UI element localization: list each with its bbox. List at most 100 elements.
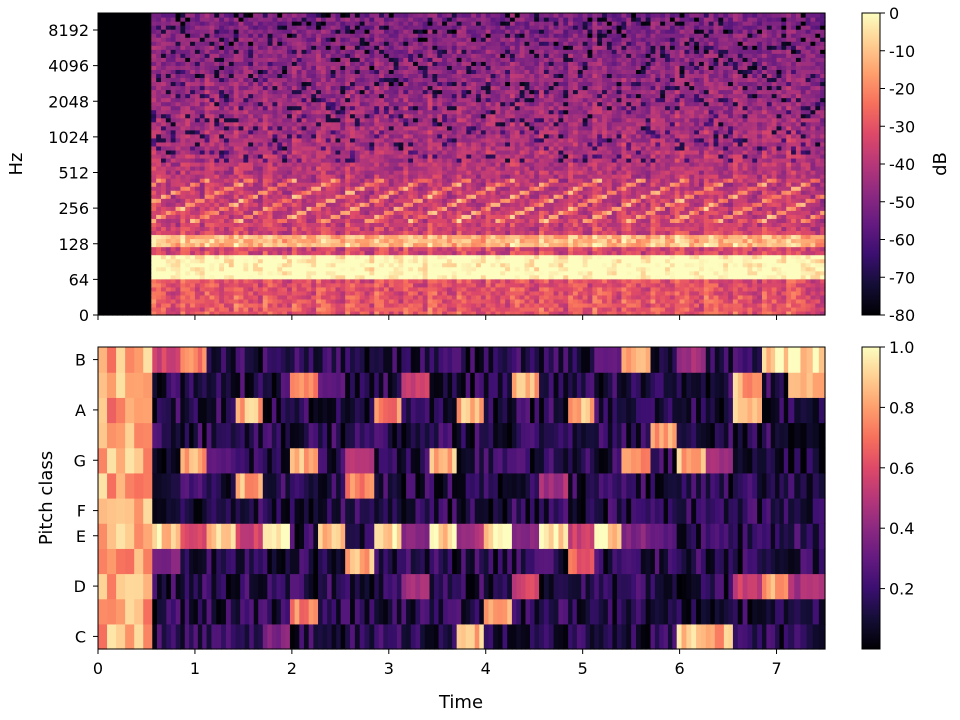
spectrogram-cell — [330, 137, 337, 143]
spectrogram-cell — [345, 178, 351, 183]
spectrogram-cell — [204, 129, 211, 135]
spectrogram-cell — [306, 186, 312, 191]
spectrogram-cell — [131, 166, 138, 171]
spectrogram-cell — [243, 242, 249, 248]
spectrogram-cell — [180, 278, 186, 284]
spectrogram-cell — [112, 125, 118, 131]
spectrogram-cell — [194, 69, 201, 74]
spectrogram-cell — [335, 149, 341, 155]
spectrogram-cell — [340, 298, 346, 304]
spectrogram-cell — [335, 41, 341, 46]
spectrogram-cell — [175, 202, 181, 207]
spectrogram-cell — [330, 109, 337, 115]
spectrogram-cell — [209, 141, 215, 147]
spectrogram-cell — [238, 258, 244, 264]
spectrogram-cell — [296, 25, 303, 30]
spectrogram-cell — [146, 246, 152, 252]
spectrogram-cell — [248, 69, 254, 74]
spectrogram-cell — [228, 89, 235, 95]
spectrogram-cell — [131, 222, 138, 228]
spectrogram-cell — [413, 178, 419, 183]
spectrogram-cell — [131, 121, 138, 127]
spectrogram-cell — [287, 210, 293, 215]
spectrogram-cell — [224, 149, 230, 155]
spectrogram-cell — [262, 262, 269, 268]
spectrogram-cell — [374, 166, 380, 171]
spectrogram-cell — [175, 37, 181, 42]
spectrogram-cell — [345, 234, 351, 240]
spectrogram-cell — [151, 206, 157, 211]
spectrogram-cell — [141, 97, 148, 103]
spectrogram-cell — [156, 141, 162, 147]
spectrogram-cell — [311, 170, 317, 175]
spectrogram-cell — [330, 21, 337, 26]
spectrogram-cell — [127, 161, 133, 167]
spectrogram-cell — [301, 129, 308, 135]
spectrogram-cell — [102, 17, 109, 22]
spectrogram-cell — [151, 218, 157, 223]
spectrogram-cell — [320, 250, 327, 256]
spectrogram-cell — [316, 282, 322, 288]
spectrogram-cell — [219, 170, 225, 175]
spectrogram-cell — [374, 121, 380, 127]
spectrogram-cell — [141, 174, 148, 179]
spectrogram-cell — [272, 214, 278, 219]
spectrogram-cell — [190, 37, 196, 42]
spectrogram-cell — [398, 113, 404, 119]
spectrogram-cell — [287, 246, 293, 252]
spectrogram-cell — [204, 89, 211, 95]
spectrogram-cell — [185, 170, 191, 175]
spectrogram-cell — [107, 109, 114, 115]
spectrogram-cell — [238, 145, 244, 151]
spectrogram-cell — [107, 141, 114, 147]
spectrogram-cell — [257, 166, 264, 171]
spectrogram-cell — [379, 246, 385, 252]
spectrogram-cell — [165, 238, 172, 244]
spectrogram-cell — [238, 21, 244, 26]
spectrogram-cell — [306, 81, 312, 87]
spectrogram-cell — [282, 33, 288, 38]
spectrogram-cell — [364, 53, 371, 58]
spectrogram-cell — [335, 137, 341, 143]
spectrogram-cell — [272, 238, 278, 244]
spectrogram-cell — [296, 117, 303, 123]
spectrogram-cell — [335, 21, 341, 26]
spectrogram-cell — [257, 210, 264, 215]
spectrogram-cell — [364, 93, 371, 99]
spectrogram-cell — [98, 17, 104, 22]
spectrogram-cell — [185, 182, 191, 187]
spectrogram-cell — [170, 17, 177, 22]
spectrogram-cell — [408, 33, 414, 38]
spectrogram-cell — [287, 157, 293, 163]
spectrogram-cell — [408, 133, 414, 139]
spectrogram-cell — [146, 302, 152, 308]
spectrogram-cell — [359, 17, 366, 22]
spectrogram-cell — [311, 157, 317, 163]
spectrogram-cell — [364, 45, 371, 50]
spectrogram-cell — [374, 238, 380, 244]
spectrogram-cell — [185, 186, 191, 191]
spectrogram-cell — [364, 57, 371, 62]
spectrogram-cell — [248, 25, 254, 30]
spectrogram-cell — [219, 145, 225, 151]
spectrogram-cell — [161, 161, 167, 167]
spectrogram-cell — [282, 170, 288, 175]
spectrogram-cell — [253, 278, 259, 284]
spectrogram-cell — [325, 137, 332, 143]
spectrogram-cell — [243, 41, 249, 46]
spectrogram-cell — [282, 57, 288, 62]
spectrogram-cell — [359, 117, 366, 123]
spectrogram-cell — [301, 278, 308, 284]
spectrogram-cell — [301, 53, 308, 58]
spectrogram-cell — [398, 214, 404, 219]
spectrogram-cell — [127, 17, 133, 22]
spectrogram-cell — [141, 282, 148, 288]
spectrogram-cell — [170, 274, 177, 280]
spectrogram-cell — [98, 113, 104, 119]
spectrogram-cell — [248, 230, 254, 236]
spectrogram-cell — [267, 206, 274, 211]
spectrogram-cell — [219, 53, 225, 58]
spectrogram-cell — [112, 57, 118, 62]
spectrogram-cell — [248, 85, 254, 91]
spectrogram-cell — [403, 198, 409, 203]
